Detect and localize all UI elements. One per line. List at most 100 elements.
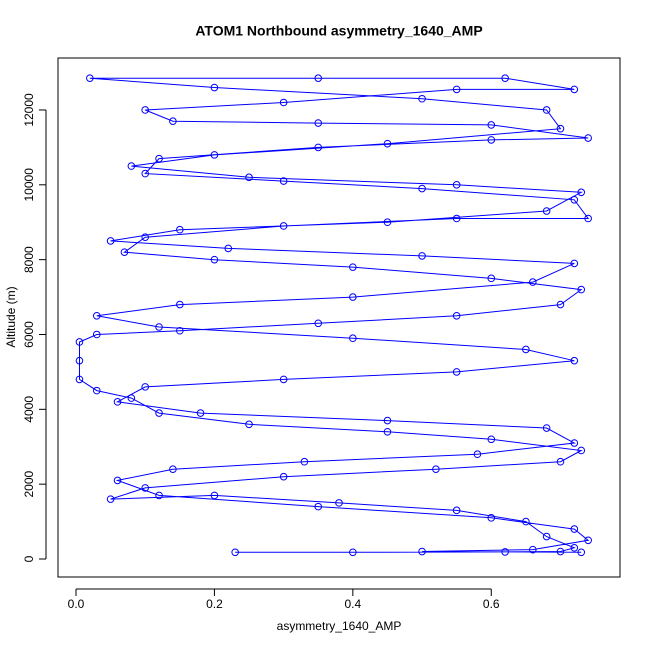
data-point (487, 121, 496, 129)
data-point (570, 439, 579, 447)
data-point (418, 184, 426, 193)
data-point (584, 134, 592, 142)
y-tick-label: 0 (22, 555, 36, 562)
data-point (92, 386, 101, 395)
data-point (169, 117, 177, 126)
data-point (106, 237, 115, 245)
data-line (79, 77, 590, 553)
data-point (522, 517, 530, 526)
data-point (452, 181, 461, 189)
data-point (245, 420, 253, 429)
y-tick-label: 2000 (22, 470, 36, 497)
data-point (522, 345, 530, 354)
data-point (314, 143, 323, 152)
data-point (113, 398, 122, 406)
data-point (487, 274, 496, 283)
data-point (383, 139, 392, 148)
data-point (120, 248, 129, 256)
data-point (314, 119, 323, 127)
x-tick-label: 0.2 (206, 597, 223, 611)
data-point (473, 450, 482, 459)
data-point (418, 252, 426, 260)
chart-title: ATOM1 Northbound asymmetry_1640_AMP (195, 23, 482, 39)
data-point (279, 375, 288, 384)
data-point (577, 446, 586, 455)
data-point (86, 74, 94, 82)
data-point (556, 547, 565, 556)
plot-frame (57, 57, 621, 578)
data-point (176, 326, 184, 335)
data-point (349, 293, 357, 301)
data-point (231, 548, 239, 557)
data-point (176, 225, 184, 234)
data-point (210, 83, 219, 92)
data-point (155, 323, 163, 331)
data-point (245, 173, 253, 182)
data-point (279, 98, 288, 107)
data-point (106, 495, 115, 503)
data-point (418, 94, 426, 103)
data-point (92, 330, 101, 339)
data-point (224, 244, 233, 253)
data-point (501, 548, 509, 556)
y-tick-label: 12000 (22, 93, 36, 127)
data-point (279, 177, 288, 185)
data-point (176, 300, 184, 309)
data-point (570, 525, 579, 533)
data-point (169, 465, 177, 473)
data-point (452, 506, 461, 515)
data-point (210, 491, 219, 500)
data-point (113, 476, 122, 485)
data-point (584, 536, 592, 545)
data-point (542, 532, 551, 541)
data-point (314, 74, 323, 82)
data-point (141, 484, 150, 492)
data-point (127, 394, 136, 402)
data-point (196, 409, 205, 417)
data-point (279, 222, 288, 230)
y-axis-label: Altitude (m) (4, 286, 18, 347)
data-point (127, 162, 136, 170)
data-point (501, 74, 509, 82)
data-point (141, 169, 150, 178)
y-tick-label: 4000 (22, 396, 36, 423)
data-point (75, 375, 84, 384)
data-point (314, 319, 323, 328)
y-tick-label: 6000 (22, 321, 36, 348)
data-point (542, 106, 551, 114)
data-point (155, 154, 163, 163)
data-point (335, 499, 343, 507)
data-point (487, 435, 496, 444)
data-point (528, 545, 537, 554)
data-point (210, 255, 219, 264)
data-point (452, 85, 461, 94)
data-point (349, 334, 357, 343)
data-point (570, 259, 579, 268)
data-point (349, 263, 357, 271)
data-point (570, 195, 579, 204)
data-point (300, 457, 309, 466)
data-point (432, 465, 440, 473)
x-tick-label: 0.0 (68, 597, 85, 611)
data-point (155, 491, 163, 500)
data-point (452, 368, 461, 376)
x-tick-label: 0.4 (344, 597, 361, 611)
data-point (556, 457, 565, 466)
data-point (210, 151, 219, 159)
y-tick-label: 8000 (22, 246, 36, 273)
data-point (75, 356, 84, 365)
data-point (556, 300, 565, 309)
data-point (92, 311, 101, 320)
data-point (75, 338, 84, 346)
data-point (542, 424, 551, 432)
data-point (570, 543, 579, 552)
data-point (349, 548, 357, 557)
y-tick-label: 10000 (22, 168, 36, 202)
x-tick-label: 0.6 (483, 597, 500, 611)
data-point (556, 124, 565, 133)
data-point (418, 547, 426, 556)
data-point (383, 218, 392, 227)
data-point (570, 356, 579, 365)
x-axis-label: asymmetry_1640_AMP (277, 619, 402, 633)
